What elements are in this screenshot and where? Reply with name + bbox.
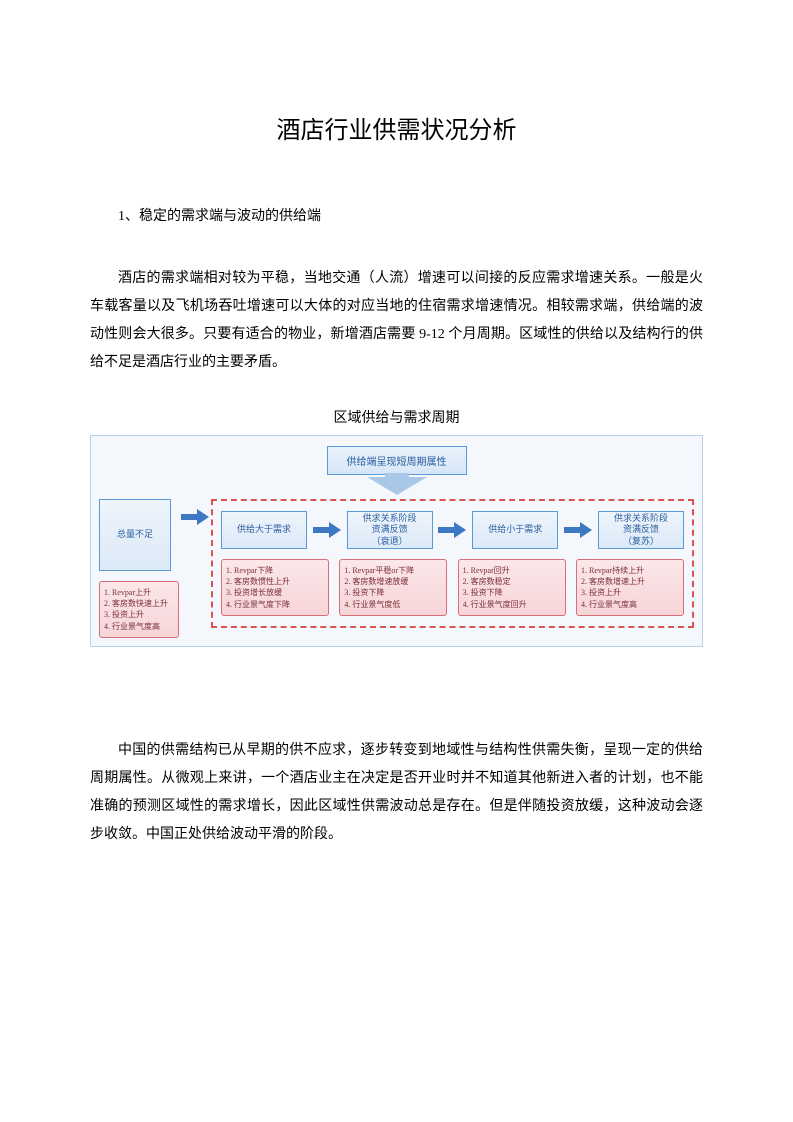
arrow-right-icon [313,524,341,536]
stage-3-label: 供给小于需求 [488,524,542,535]
stage-4-l2: 资满反馈 [623,524,659,535]
arrow-down-icon [367,477,427,495]
info-card-1: 1. Revpar下降 2. 客房数惯性上升 3. 投资增长放缓 4. 行业景气… [221,559,329,616]
cycle-card-row: 1. Revpar下降 2. 客房数惯性上升 3. 投资增长放缓 4. 行业景气… [221,559,684,616]
card-line: 2. 客房数稳定 [463,576,561,587]
card-line: 3. 投资上升 [104,609,174,620]
card-line: 3. 投资增长放缓 [226,587,324,598]
paragraph-2: 中国的供需结构已从早期的供不应求，逐步转变到地域性与结构性供需失衡，呈现一定的供… [90,737,703,849]
card-line: 4. 行业景气度高 [104,621,174,632]
stage-1-label: 供给大于需求 [237,524,291,535]
diagram-top-label: 供给端呈现短周期属性 [327,446,467,475]
card-line: 2. 客房数增速上升 [581,576,679,587]
stage-2-l3: （衰退） [372,536,408,547]
stage-4-l3: （复苏） [623,536,659,547]
supply-demand-diagram: 供给端呈现短周期属性 总量不足 1. Revpar上升 2. 客房数快速上升 3… [90,435,703,647]
card-line: 1. Revpar持续上升 [581,565,679,576]
card-line: 2. 客房数惯性上升 [226,576,324,587]
card-line: 4. 行业景气度下降 [226,599,324,610]
info-card-2: 1. Revpar平稳or下降 2. 客房数增速放缓 3. 投资下降 4. 行业… [339,559,447,616]
card-line: 4. 行业景气度低 [344,599,442,610]
diagram-body: 总量不足 1. Revpar上升 2. 客房数快速上升 3. 投资上升 4. 行… [99,499,694,638]
card-line: 1. Revpar下降 [226,565,324,576]
info-card-outside: 1. Revpar上升 2. 客房数快速上升 3. 投资上升 4. 行业景气度高 [99,581,179,638]
card-line: 3. 投资下降 [344,587,442,598]
card-line: 4. 行业景气度回升 [463,599,561,610]
card-line: 2. 客房数快速上升 [104,598,174,609]
arrow-right-icon [438,524,466,536]
cycle-dashed-box: 供给大于需求 供求关系阶段 资满反馈 （衰退） 供给小于需求 供求关系阶段 [211,499,694,628]
stage-4-l1: 供求关系阶段 [614,513,668,524]
card-line: 2. 客房数增速放缓 [344,576,442,587]
section-heading: 1、稳定的需求端与波动的供给端 [118,205,703,225]
info-card-3: 1. Revpar回升 2. 客房数稳定 3. 投资下降 4. 行业景气度回升 [458,559,566,616]
stage-2: 供求关系阶段 资满反馈 （衰退） [347,511,433,549]
card-line: 1. Revpar回升 [463,565,561,576]
card-line: 4. 行业景气度高 [581,599,679,610]
arrow-into-cycle [185,499,205,535]
stage-outside: 总量不足 [99,499,171,571]
page-title: 酒店行业供需状况分析 [90,110,703,145]
stage-outside-label: 总量不足 [117,529,153,540]
stage-1: 供给大于需求 [221,511,307,549]
stage-3: 供给小于需求 [472,511,558,549]
card-line: 3. 投资上升 [581,587,679,598]
info-card-4: 1. Revpar持续上升 2. 客房数增速上升 3. 投资上升 4. 行业景气… [576,559,684,616]
arrow-right-icon [564,524,592,536]
chart-caption: 区域供给与需求周期 [90,407,703,427]
stage-2-l1: 供求关系阶段 [363,513,417,524]
card-line: 3. 投资下降 [463,587,561,598]
cycle-area: 供给大于需求 供求关系阶段 资满反馈 （衰退） 供给小于需求 供求关系阶段 [211,499,694,628]
card-line: 1. Revpar平稳or下降 [344,565,442,576]
stage-2-l2: 资满反馈 [372,524,408,535]
stage-4: 供求关系阶段 资满反馈 （复苏） [598,511,684,549]
card-line: 1. Revpar上升 [104,587,174,598]
cycle-stage-row: 供给大于需求 供求关系阶段 资满反馈 （衰退） 供给小于需求 供求关系阶段 [221,511,684,549]
outside-column: 总量不足 1. Revpar上升 2. 客房数快速上升 3. 投资上升 4. 行… [99,499,179,638]
paragraph-1: 酒店的需求端相对较为平稳，当地交通（人流）增速可以间接的反应需求增速关系。一般是… [90,265,703,377]
